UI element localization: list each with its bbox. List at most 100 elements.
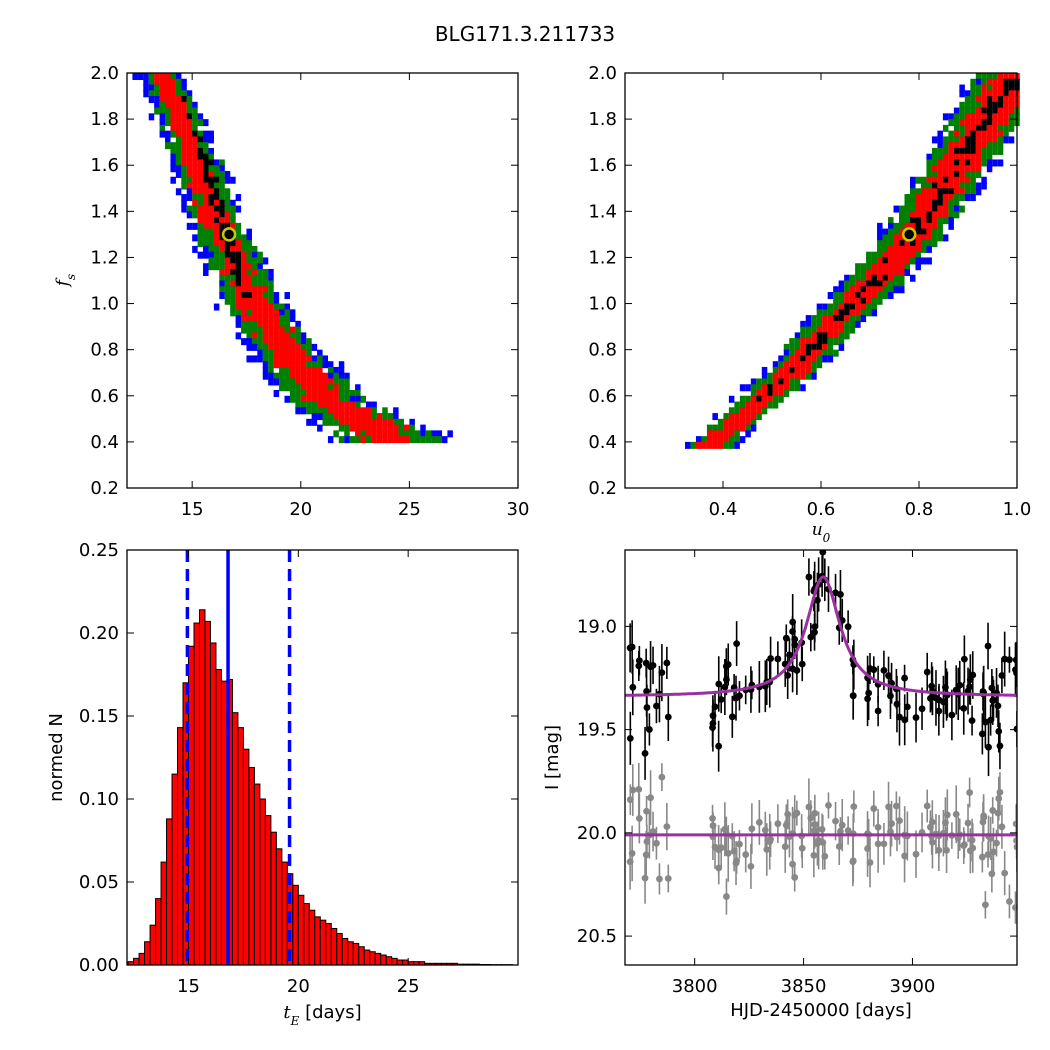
heatmap-cell-black — [811, 343, 817, 351]
1-xtick-label: 0.8 — [905, 499, 934, 520]
data-point — [793, 809, 801, 817]
heatmap-cell-green — [805, 326, 812, 334]
heatmap-cell-red — [767, 395, 773, 403]
heatmap-cell-red — [964, 153, 971, 161]
heatmap-cell-red — [970, 119, 976, 127]
data-point — [918, 705, 926, 713]
2-ytick-label: 0.20 — [79, 623, 119, 644]
heatmap-cell-red — [1008, 73, 1015, 80]
heatmap-cell-green — [805, 332, 812, 340]
heatmap-cell-red — [257, 292, 263, 300]
heatmap-cell-green — [246, 320, 252, 328]
heatmap-cell-black — [816, 343, 823, 351]
heatmap-cell-green — [279, 320, 285, 328]
heatmap-cell-green — [877, 297, 883, 305]
data-point — [635, 815, 643, 822]
heatmap-cell-red — [322, 372, 328, 380]
heatmap-cell-green — [333, 430, 339, 438]
heatmap-cell-red — [197, 159, 204, 167]
heatmap-cell-red — [203, 222, 209, 230]
data-point — [807, 814, 815, 822]
heatmap-cell-blue — [300, 407, 307, 415]
heatmap-cell-green — [387, 413, 394, 421]
heatmap-cell-black — [219, 211, 225, 219]
0-xtick-label: 15 — [181, 499, 204, 520]
heatmap-cell-red — [964, 124, 971, 132]
heatmap-cell-red — [224, 217, 231, 225]
heatmap-cell-blue — [143, 90, 149, 98]
heatmap-cell-red — [181, 147, 187, 155]
heatmap-cell-green — [959, 205, 965, 213]
data-point — [811, 628, 818, 636]
heatmap-cell-green — [246, 251, 252, 259]
heatmap-cell-blue — [959, 84, 965, 92]
data-point — [825, 801, 832, 809]
heatmap-cell-green — [181, 170, 187, 178]
heatmap-cell-red — [403, 436, 410, 444]
data-point — [742, 851, 750, 858]
data-point — [849, 858, 857, 866]
2-ytick-label: 0.00 — [79, 955, 119, 976]
heatmap-cell-red — [937, 205, 943, 213]
heatmap-cell-red — [866, 286, 872, 294]
data-point — [635, 662, 643, 670]
heatmap-cell-green — [1008, 113, 1015, 121]
heatmap-cell-red — [783, 378, 790, 386]
heatmap-cell-black — [877, 280, 883, 288]
heatmap-cell-red — [192, 159, 198, 167]
heatmap-cell-red — [871, 292, 878, 300]
heatmap-cell-green — [175, 136, 182, 144]
heatmap-cell-red — [959, 165, 965, 173]
heatmap-cell-red — [257, 297, 263, 305]
heatmap-cell-black — [992, 101, 998, 109]
heatmap-cell-black — [953, 147, 960, 155]
heatmap-cell-green — [860, 268, 867, 276]
model-curve — [625, 575, 1017, 697]
histogram-bar — [380, 954, 387, 966]
heatmap-cell-green — [306, 343, 312, 351]
heatmap-cell-red — [268, 326, 274, 334]
heatmap-cell-green — [317, 355, 323, 363]
heatmap-cell-red — [822, 326, 828, 334]
heatmap-cell-green — [165, 107, 171, 115]
heatmap-cell-blue — [926, 153, 932, 161]
heatmap-cell-green — [257, 274, 263, 282]
heatmap-cell-red — [317, 378, 323, 386]
heatmap-cell-green — [306, 361, 312, 369]
heatmap-cell-red — [284, 349, 290, 357]
heatmap-cell-red — [230, 245, 236, 253]
heatmap-cell-green — [827, 309, 834, 317]
heatmap-cell-red — [712, 430, 718, 438]
heatmap-cell-red — [800, 338, 806, 346]
heatmap-cell-green — [219, 159, 225, 167]
heatmap-cell-red — [186, 153, 193, 161]
heatmap-cell-red — [920, 205, 927, 213]
heatmap-cell-black — [970, 142, 976, 150]
heatmap-cell-green — [909, 205, 916, 213]
heatmap-cell-red — [893, 245, 900, 253]
heatmap-cell-black — [805, 349, 812, 357]
heatmap-cell-red — [186, 159, 193, 167]
heatmap-cell-black — [953, 159, 960, 167]
heatmap-cell-blue — [175, 188, 182, 196]
heatmap-cell-green — [723, 441, 729, 449]
histogram-bar — [264, 815, 272, 966]
heatmap-cell-blue — [800, 320, 806, 328]
histogram-bar — [275, 848, 283, 966]
heatmap-cell-red — [833, 332, 839, 340]
heatmap-cell-green — [295, 338, 301, 346]
heatmap-cell-blue — [827, 292, 834, 300]
heatmap-cell-red — [170, 119, 176, 127]
heatmap-cell-red — [311, 372, 318, 380]
heatmap-cell-blue — [273, 297, 280, 305]
heatmap-cell-blue — [322, 355, 328, 363]
data-point — [935, 707, 943, 715]
heatmap-cell-blue — [338, 372, 345, 380]
heatmap-cell-red — [899, 263, 905, 271]
data-point — [774, 655, 782, 663]
heatmap-cell-red — [349, 413, 356, 421]
heatmap-cell-green — [175, 84, 182, 92]
heatmap-cell-blue — [203, 130, 209, 138]
data-point — [978, 730, 986, 738]
heatmap-cell-green — [268, 361, 274, 369]
